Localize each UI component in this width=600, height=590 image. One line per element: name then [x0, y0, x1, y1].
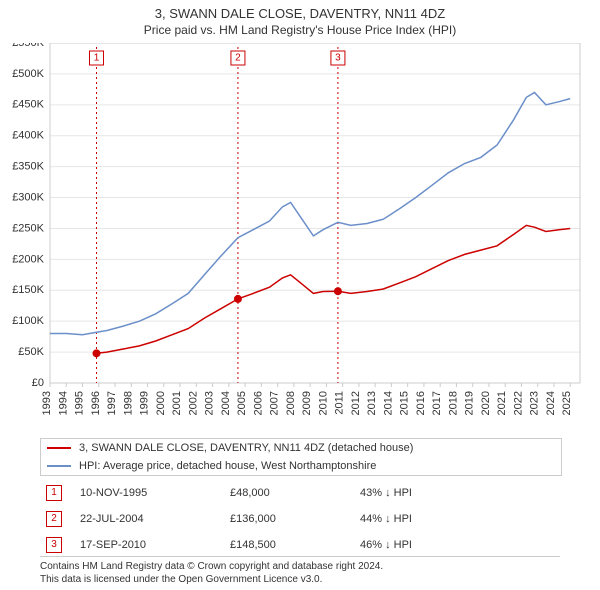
- svg-text:£400K: £400K: [12, 130, 44, 142]
- svg-text:2018: 2018: [447, 391, 459, 415]
- svg-text:1998: 1998: [122, 391, 134, 415]
- svg-text:£100K: £100K: [12, 315, 44, 327]
- svg-text:2013: 2013: [366, 391, 378, 415]
- transaction-diff: 46% ↓ HPI: [360, 539, 480, 551]
- transaction-marker: 1: [46, 485, 62, 501]
- price-chart: £0 £50K £100K £150K £200K £250K £300K £350K £400…: [0, 43, 600, 433]
- attribution-line2: This data is licensed under the Open Gov…: [40, 573, 560, 586]
- svg-text:1994: 1994: [57, 391, 69, 415]
- svg-text:1999: 1999: [139, 391, 151, 415]
- svg-text:£550K: £550K: [12, 43, 44, 49]
- transaction-marker: 2: [46, 511, 62, 527]
- svg-text:2010: 2010: [317, 391, 329, 415]
- transactions-table: 1 10-NOV-1995£48,00043% ↓ HPI 2 22-JUL-2004…: [40, 480, 560, 558]
- svg-text:£0: £0: [32, 377, 44, 389]
- svg-text:2015: 2015: [399, 391, 411, 415]
- transaction-diff: 43% ↓ HPI: [360, 487, 480, 499]
- svg-text:1: 1: [94, 53, 100, 64]
- svg-text:2022: 2022: [512, 391, 524, 415]
- svg-text:2002: 2002: [187, 391, 199, 415]
- chart-title: 3, SWANN DALE CLOSE, DAVENTRY, NN11 4DZ: [0, 0, 600, 21]
- svg-text:2014: 2014: [382, 391, 394, 415]
- transaction-row: 1 10-NOV-1995£48,00043% ↓ HPI: [40, 480, 560, 506]
- transaction-price: £136,000: [230, 513, 360, 525]
- chart-subtitle: Price paid vs. HM Land Registry's House …: [0, 21, 600, 43]
- svg-text:£250K: £250K: [12, 222, 44, 234]
- legend-item-hpi: HPI: Average price, detached house, West…: [41, 457, 561, 475]
- svg-text:2023: 2023: [529, 391, 541, 415]
- attribution: Contains HM Land Registry data © Crown c…: [40, 556, 560, 586]
- svg-text:2001: 2001: [171, 391, 183, 415]
- svg-text:1996: 1996: [90, 391, 102, 415]
- svg-text:2009: 2009: [301, 391, 313, 415]
- legend-swatch: [47, 465, 71, 467]
- transaction-row: 3 17-SEP-2010£148,50046% ↓ HPI: [40, 532, 560, 558]
- svg-text:3: 3: [335, 53, 341, 64]
- svg-text:£450K: £450K: [12, 99, 44, 111]
- legend-swatch: [47, 447, 71, 449]
- svg-text:1993: 1993: [41, 391, 53, 415]
- transaction-date: 17-SEP-2010: [80, 539, 230, 551]
- svg-text:2021: 2021: [496, 391, 508, 415]
- svg-text:2011: 2011: [334, 391, 346, 415]
- svg-text:2008: 2008: [285, 391, 297, 415]
- svg-text:2012: 2012: [350, 391, 362, 415]
- legend-item-property: 3, SWANN DALE CLOSE, DAVENTRY, NN11 4DZ …: [41, 439, 561, 457]
- svg-text:2019: 2019: [464, 391, 476, 415]
- legend: 3, SWANN DALE CLOSE, DAVENTRY, NN11 4DZ …: [40, 438, 562, 476]
- svg-text:1995: 1995: [74, 391, 86, 415]
- svg-text:2016: 2016: [415, 391, 427, 415]
- legend-label: 3, SWANN DALE CLOSE, DAVENTRY, NN11 4DZ …: [79, 442, 413, 454]
- svg-text:2003: 2003: [204, 391, 216, 415]
- svg-text:2025: 2025: [561, 391, 573, 415]
- transaction-diff: 44% ↓ HPI: [360, 513, 480, 525]
- svg-text:£200K: £200K: [12, 253, 44, 265]
- svg-text:2024: 2024: [545, 391, 557, 415]
- svg-text:2007: 2007: [269, 391, 281, 415]
- transaction-price: £48,000: [230, 487, 360, 499]
- transaction-date: 10-NOV-1995: [80, 487, 230, 499]
- svg-text:2: 2: [235, 53, 241, 64]
- svg-text:2005: 2005: [236, 391, 248, 415]
- svg-text:£500K: £500K: [12, 68, 44, 80]
- svg-text:£50K: £50K: [18, 346, 44, 358]
- svg-text:1997: 1997: [106, 391, 118, 415]
- svg-text:2017: 2017: [431, 391, 443, 415]
- transaction-price: £148,500: [230, 539, 360, 551]
- svg-text:2006: 2006: [252, 391, 264, 415]
- transaction-date: 22-JUL-2004: [80, 513, 230, 525]
- transaction-row: 2 22-JUL-2004£136,00044% ↓ HPI: [40, 506, 560, 532]
- svg-text:2000: 2000: [155, 391, 167, 415]
- svg-text:2004: 2004: [220, 391, 232, 415]
- attribution-line1: Contains HM Land Registry data © Crown c…: [40, 560, 560, 573]
- transaction-marker: 3: [46, 537, 62, 553]
- svg-text:£350K: £350K: [12, 161, 44, 173]
- svg-text:2020: 2020: [480, 391, 492, 415]
- svg-text:£150K: £150K: [12, 284, 44, 296]
- svg-text:£300K: £300K: [12, 191, 44, 203]
- legend-label: HPI: Average price, detached house, West…: [79, 460, 376, 472]
